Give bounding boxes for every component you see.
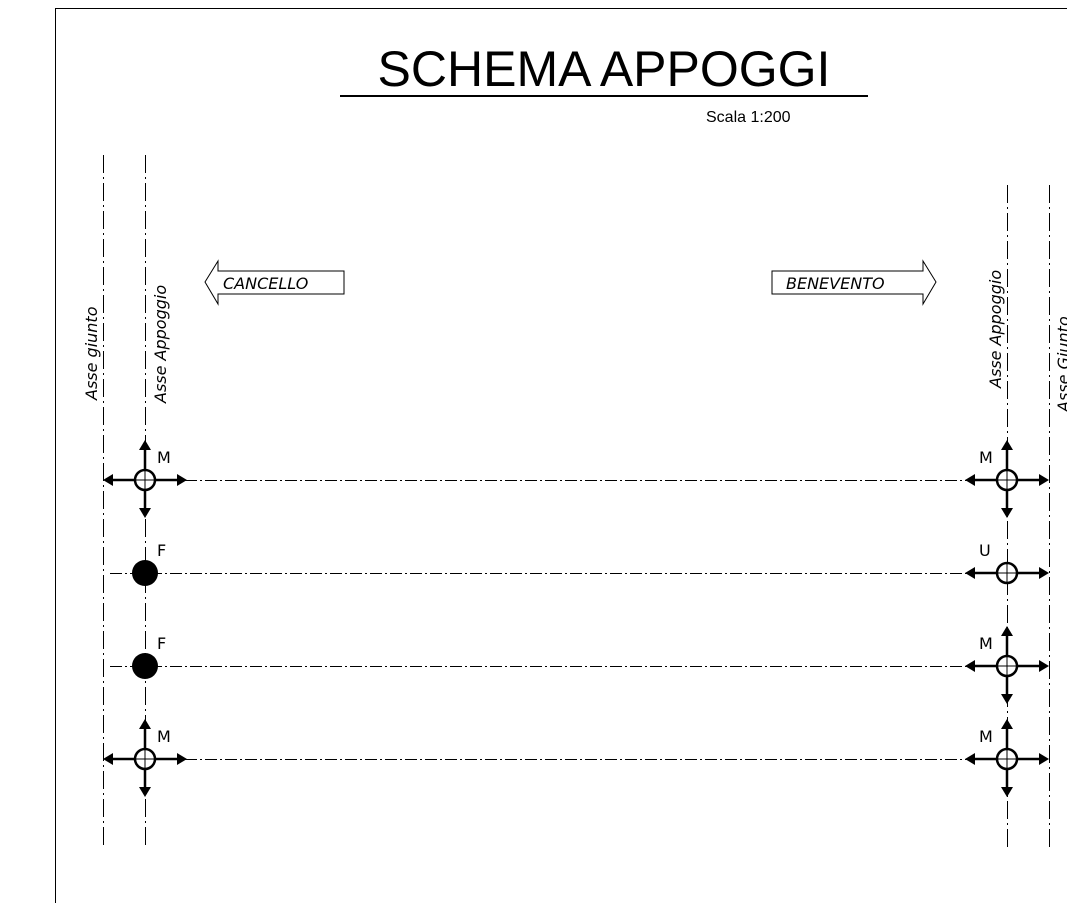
arrow-right-icon bbox=[1039, 567, 1049, 579]
support-type-label: M bbox=[157, 448, 171, 467]
arrow-left-icon bbox=[965, 753, 975, 765]
support-type-label: M bbox=[979, 727, 993, 746]
support-type-label: M bbox=[157, 727, 171, 746]
support-type-label: M bbox=[979, 634, 993, 653]
arrow-right-icon bbox=[1039, 474, 1049, 486]
arrow-up-icon bbox=[139, 719, 151, 729]
left-joint-axis-label: Asse giunto bbox=[82, 306, 101, 401]
arrow-left-icon bbox=[965, 567, 975, 579]
arrow-right-icon bbox=[1039, 753, 1049, 765]
left-arrow-icon bbox=[204, 259, 345, 306]
direction-right-label: BENEVENTO bbox=[786, 274, 885, 293]
fixed-support-icon bbox=[132, 560, 158, 586]
support-type-label: F bbox=[157, 541, 166, 560]
right-support-axis-label: Asse Appoggio bbox=[986, 270, 1005, 389]
support-type-label: U bbox=[979, 541, 991, 560]
right-support-2: U bbox=[965, 541, 1049, 585]
left-support-1: M bbox=[103, 440, 187, 518]
arrow-down-icon bbox=[1001, 508, 1013, 518]
arrow-left-icon bbox=[965, 474, 975, 486]
fixed-support-icon bbox=[132, 653, 158, 679]
arrow-right-icon bbox=[1039, 660, 1049, 672]
drawing-title: SCHEMA APPOGGI bbox=[378, 41, 831, 97]
direction-arrow-left: CANCELLO bbox=[204, 259, 345, 306]
arrow-up-icon bbox=[1001, 719, 1013, 729]
scale-label: Scala 1:200 bbox=[706, 109, 791, 126]
arrow-left-icon bbox=[103, 753, 113, 765]
arrow-left-icon bbox=[103, 474, 113, 486]
supports-layer: M M F U F M M M bbox=[103, 440, 1049, 797]
left-support-3: F bbox=[132, 634, 166, 679]
arrow-up-icon bbox=[1001, 626, 1013, 636]
right-support-3: M bbox=[965, 626, 1049, 704]
arrow-down-icon bbox=[1001, 694, 1013, 704]
support-type-label: M bbox=[979, 448, 993, 467]
right-support-1: M bbox=[965, 440, 1049, 518]
left-support-2: F bbox=[132, 541, 166, 586]
left-support-axis-label: Asse Appoggio bbox=[151, 285, 170, 404]
arrow-down-icon bbox=[139, 508, 151, 518]
arrow-right-icon bbox=[177, 753, 187, 765]
support-type-label: F bbox=[157, 634, 166, 653]
arrow-left-icon bbox=[965, 660, 975, 672]
left-support-4: M bbox=[103, 719, 187, 797]
right-support-4: M bbox=[965, 719, 1049, 797]
arrow-up-icon bbox=[139, 440, 151, 450]
arrow-down-icon bbox=[139, 787, 151, 797]
right-arrow-icon bbox=[771, 259, 937, 306]
arrow-up-icon bbox=[1001, 440, 1013, 450]
arrow-down-icon bbox=[1001, 787, 1013, 797]
direction-arrow-right: BENEVENTO bbox=[771, 259, 937, 306]
arrow-right-icon bbox=[177, 474, 187, 486]
right-joint-axis-label: Asse Giunto bbox=[1054, 316, 1067, 413]
direction-left-label: CANCELLO bbox=[223, 274, 308, 293]
